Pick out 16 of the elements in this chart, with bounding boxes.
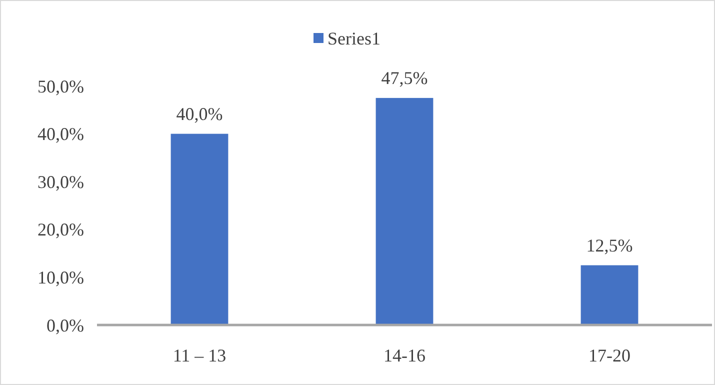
y-tick-label: 30,0% (38, 172, 84, 192)
y-tick-label: 50,0% (38, 76, 84, 96)
data-label: 12,5% (586, 235, 633, 256)
bar (376, 98, 434, 325)
bar (580, 265, 638, 325)
y-tick-label: 10,0% (38, 268, 84, 288)
data-label: 47,5% (381, 68, 428, 88)
x-tick-label: 17-20 (588, 345, 630, 366)
y-tick-label: 20,0% (38, 220, 84, 240)
y-tick-label: 0,0% (46, 315, 84, 336)
x-tick-label: 14-16 (384, 345, 426, 366)
x-tick-label: 11 – 13 (172, 345, 226, 366)
bar (170, 134, 228, 325)
data-label: 40,0% (176, 104, 223, 124)
legend-label: Series1 (328, 28, 380, 48)
y-tick-label: 40,0% (38, 124, 84, 144)
